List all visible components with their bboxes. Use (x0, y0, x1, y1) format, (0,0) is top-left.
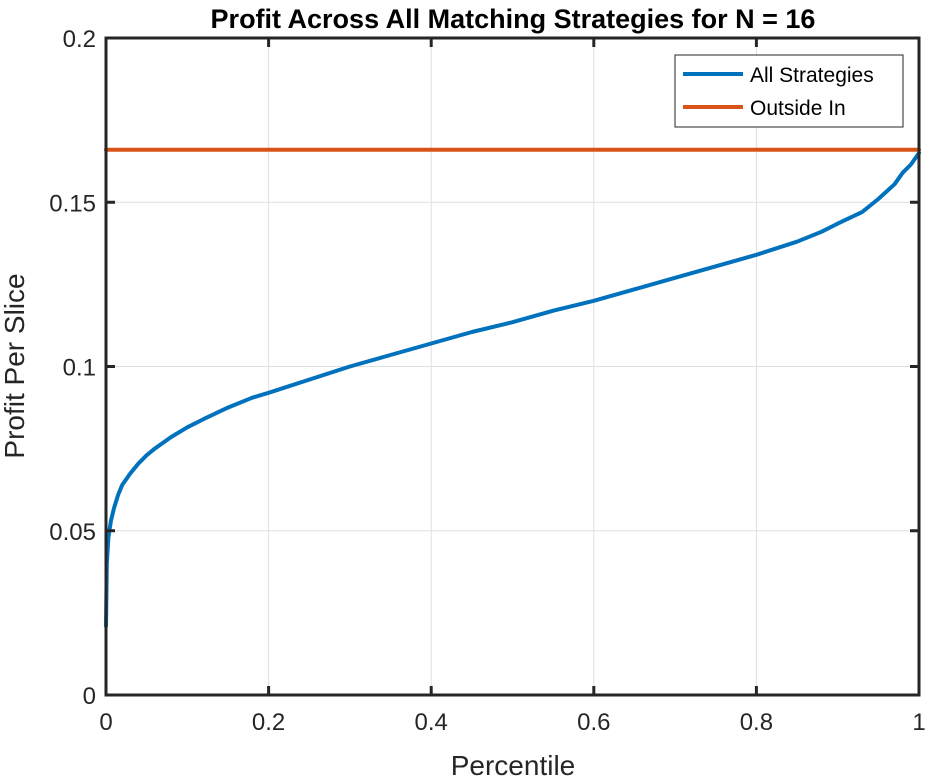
x-tick-label: 0.8 (740, 709, 773, 736)
x-tick-label: 0.4 (415, 709, 448, 736)
x-tick-label: 1 (912, 709, 925, 736)
y-tick-label: 0.05 (49, 519, 96, 546)
y-tick-label: 0.2 (63, 26, 96, 53)
x-tick-label: 0.2 (252, 709, 285, 736)
legend: All Strategies Outside In (674, 54, 904, 128)
x-axis-label: Percentile (451, 750, 576, 779)
y-tick-label: 0 (83, 683, 96, 710)
y-tick-label: 0.15 (49, 190, 96, 217)
axis-ticks (104, 36, 921, 697)
legend-box (674, 54, 904, 128)
series-line-all-strategies (104, 151, 921, 628)
x-tick-label: 0.6 (577, 709, 610, 736)
grid-lines (106, 38, 919, 695)
legend-label-outside-in: Outside In (750, 97, 846, 120)
x-tick-label: 0 (99, 709, 112, 736)
series-lines (104, 147, 921, 628)
axis-tick-labels: 0 0.2 0.4 0.6 0.8 1 0 0.05 0.1 0.15 0.2 (49, 26, 925, 736)
chart-title: Profit Across All Matching Strategies fo… (211, 4, 816, 34)
y-tick-label: 0.1 (63, 355, 96, 382)
legend-label-all-strategies: All Strategies (750, 64, 874, 87)
y-axis-label: Profit Per Slice (0, 273, 30, 458)
